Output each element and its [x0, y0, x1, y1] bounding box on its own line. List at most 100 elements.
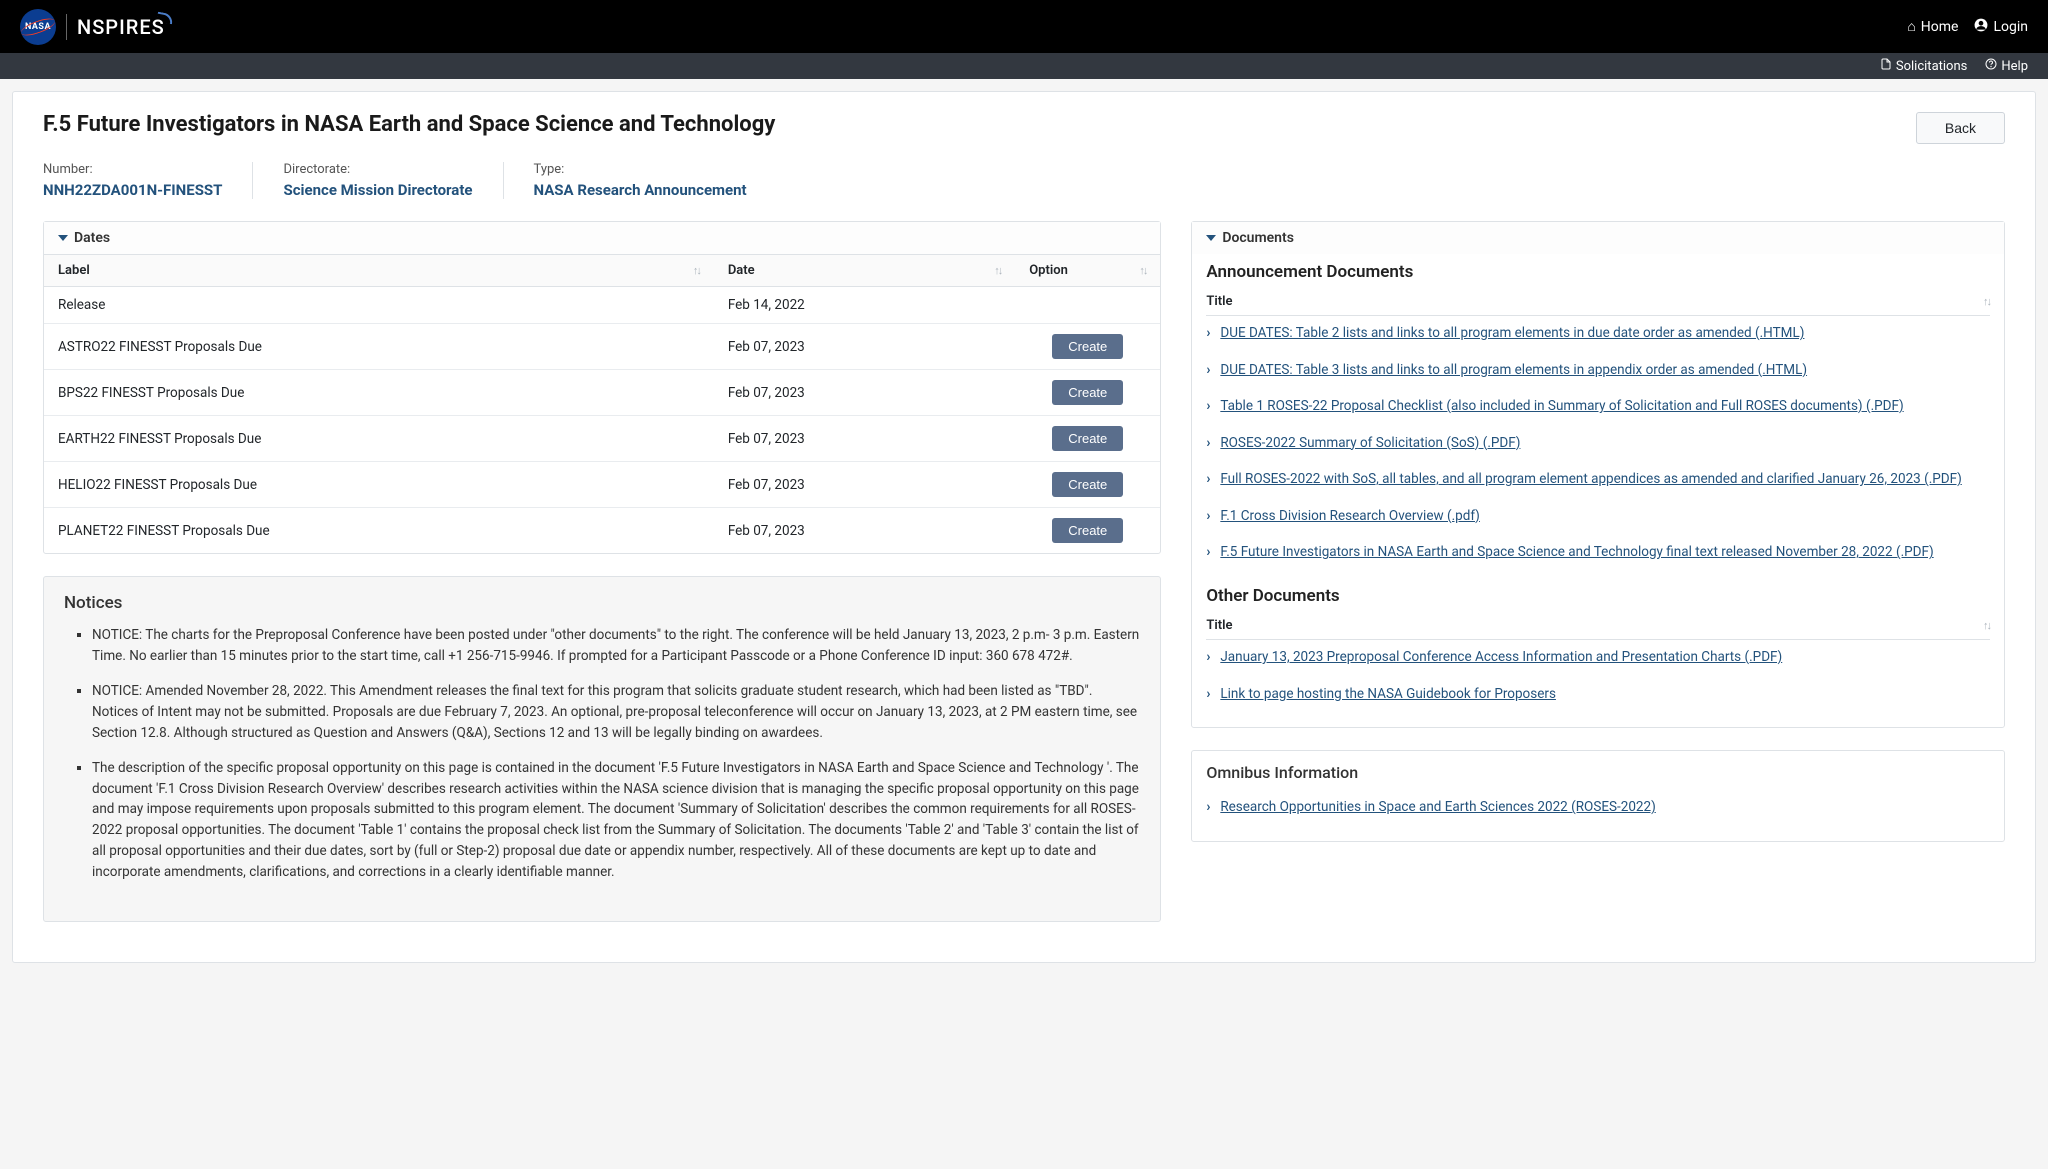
date-label: PLANET22 FINESST Proposals Due [44, 508, 714, 554]
omnibus-item: › Research Opportunities in Space and Ea… [1206, 790, 1990, 827]
date-option: Create [1015, 416, 1160, 462]
help-link[interactable]: Help [1985, 58, 2028, 74]
document-item: ›Full ROSES-2022 with SoS, all tables, a… [1206, 462, 1990, 499]
dates-panel: Dates Label↑↓ Date ↑↓ Option ↑↓ ReleaseFeb… [43, 221, 1161, 554]
documents-header[interactable]: Documents [1192, 222, 2004, 254]
col-option[interactable]: Option ↑↓ [1015, 255, 1160, 287]
sort-icon: ↑↓ [1139, 264, 1146, 277]
type-label: Type: [534, 162, 747, 177]
document-item: ›Link to page hosting the NASA Guidebook… [1206, 677, 1990, 714]
meta-number: Number: NNH22ZDA001N-FINESST [43, 162, 253, 199]
document-link[interactable]: Table 1 ROSES-22 Proposal Checklist (als… [1220, 397, 1903, 417]
col-date-text: Date [728, 263, 755, 278]
columns: Dates Label↑↓ Date↑↓ Option↑↓ ReleaseFeb… [43, 221, 2005, 922]
solicitations-link[interactable]: Solicitations [1880, 58, 1967, 74]
document-link[interactable]: F.5 Future Investigators in NASA Earth a… [1220, 543, 1933, 563]
create-button[interactable]: Create [1052, 472, 1123, 497]
omnibus-panel: Omnibus Information › Research Opportuni… [1191, 750, 2005, 842]
chevron-right-icon: › [1206, 799, 1216, 815]
table-row: EARTH22 FINESST Proposals DueFeb 07, 202… [44, 416, 1160, 462]
date-option: Create [1015, 508, 1160, 554]
other-docs: ›January 13, 2023 Preproposal Conference… [1206, 640, 1990, 713]
page-title: F.5 Future Investigators in NASA Earth a… [43, 112, 775, 137]
right-column: Documents Announcement Documents Title ↑… [1191, 221, 2005, 842]
directorate-value: Science Mission Directorate [283, 181, 472, 199]
meta-type: Type: NASA Research Announcement [534, 162, 777, 199]
chevron-right-icon: › [1206, 325, 1216, 341]
back-button[interactable]: Back [1916, 112, 2005, 144]
help-label: Help [2001, 59, 2028, 74]
main-content: F.5 Future Investigators in NASA Earth a… [12, 91, 2036, 963]
nasa-logo-text: NASA [25, 22, 51, 32]
dates-header-text: Dates [74, 230, 110, 246]
sort-icon[interactable]: ↑↓ [1983, 619, 1990, 632]
chevron-right-icon: › [1206, 649, 1216, 665]
sort-icon[interactable]: ↑↓ [1983, 295, 1990, 308]
title-row: F.5 Future Investigators in NASA Earth a… [43, 112, 2005, 144]
date-value: Feb 07, 2023 [714, 370, 1015, 416]
date-value: Feb 07, 2023 [714, 508, 1015, 554]
date-option: Create [1015, 462, 1160, 508]
document-item: ›F.5 Future Investigators in NASA Earth … [1206, 535, 1990, 572]
create-button[interactable]: Create [1052, 380, 1123, 405]
chevron-right-icon: › [1206, 435, 1216, 451]
date-option: Create [1015, 324, 1160, 370]
dates-header[interactable]: Dates [44, 222, 1160, 255]
date-value: Feb 07, 2023 [714, 416, 1015, 462]
document-link[interactable]: F.1 Cross Division Research Overview (.p… [1220, 507, 1480, 527]
number-value: NNH22ZDA001N-FINESST [43, 181, 222, 199]
other-header: Other Documents [1206, 586, 1990, 606]
col-label-text: Label [58, 263, 90, 278]
chevron-right-icon: › [1206, 471, 1216, 487]
create-button[interactable]: Create [1052, 426, 1123, 451]
document-item: ›January 13, 2023 Preproposal Conference… [1206, 640, 1990, 677]
notice-item: NOTICE: Amended November 28, 2022. This … [92, 681, 1140, 744]
home-link[interactable]: ⌂ Home [1907, 18, 1958, 35]
home-label: Home [1921, 19, 1959, 35]
type-value: NASA Research Announcement [534, 181, 747, 199]
logo-group: NASA NSPIRES [20, 9, 165, 45]
document-link[interactable]: DUE DATES: Table 3 lists and links to al… [1220, 361, 1807, 381]
user-icon [1974, 18, 1988, 36]
sort-icon: ↑↓ [994, 264, 1001, 277]
date-label: BPS22 FINESST Proposals Due [44, 370, 714, 416]
login-link[interactable]: Login [1974, 18, 2028, 36]
help-icon [1985, 58, 1997, 74]
chevron-right-icon: › [1206, 398, 1216, 414]
document-item: ›ROSES-2022 Summary of Solicitation (SoS… [1206, 426, 1990, 463]
directorate-label: Directorate: [283, 162, 472, 177]
notice-item: The description of the specific proposal… [92, 758, 1140, 884]
date-value: Feb 07, 2023 [714, 462, 1015, 508]
table-row: PLANET22 FINESST Proposals DueFeb 07, 20… [44, 508, 1160, 554]
create-button[interactable]: Create [1052, 334, 1123, 359]
document-link[interactable]: January 13, 2023 Preproposal Conference … [1220, 648, 1782, 668]
notices-panel: Notices NOTICE: The charts for the Prepr… [43, 576, 1161, 922]
document-item: ›DUE DATES: Table 3 lists and links to a… [1206, 353, 1990, 390]
documents-panel: Documents Announcement Documents Title ↑… [1191, 221, 2005, 728]
chevron-right-icon: › [1206, 508, 1216, 524]
document-item: ›Table 1 ROSES-22 Proposal Checklist (al… [1206, 389, 1990, 426]
title-col: Title [1206, 294, 1232, 309]
brand-text[interactable]: NSPIRES [77, 15, 165, 39]
create-button[interactable]: Create [1052, 518, 1123, 543]
document-link[interactable]: DUE DATES: Table 2 lists and links to al… [1220, 324, 1804, 344]
document-link[interactable]: Link to page hosting the NASA Guidebook … [1220, 685, 1556, 705]
date-value: Feb 07, 2023 [714, 324, 1015, 370]
table-row: ReleaseFeb 14, 2022 [44, 287, 1160, 324]
document-link[interactable]: ROSES-2022 Summary of Solicitation (SoS)… [1220, 434, 1520, 454]
omnibus-link[interactable]: Research Opportunities in Space and Eart… [1220, 798, 1655, 818]
dates-table: Label↑↓ Date ↑↓ Option ↑↓ ReleaseFeb 14, 2… [44, 255, 1160, 553]
notice-item: NOTICE: The charts for the Preproposal C… [92, 625, 1140, 667]
documents-header-text: Documents [1222, 230, 1294, 246]
document-link[interactable]: Full ROSES-2022 with SoS, all tables, an… [1220, 470, 1962, 490]
home-icon: ⌂ [1907, 18, 1915, 35]
top-header: NASA NSPIRES ⌂ Home Login [0, 0, 2048, 53]
title-col: Title [1206, 618, 1232, 633]
col-label[interactable]: Label↑↓ [44, 255, 714, 287]
date-label: EARTH22 FINESST Proposals Due [44, 416, 714, 462]
document-icon [1880, 58, 1892, 74]
col-date[interactable]: Date ↑↓ [714, 255, 1015, 287]
col-option-text: Option [1029, 263, 1068, 278]
chevron-right-icon: › [1206, 686, 1216, 702]
table-row: ASTRO22 FINESST Proposals DueFeb 07, 202… [44, 324, 1160, 370]
